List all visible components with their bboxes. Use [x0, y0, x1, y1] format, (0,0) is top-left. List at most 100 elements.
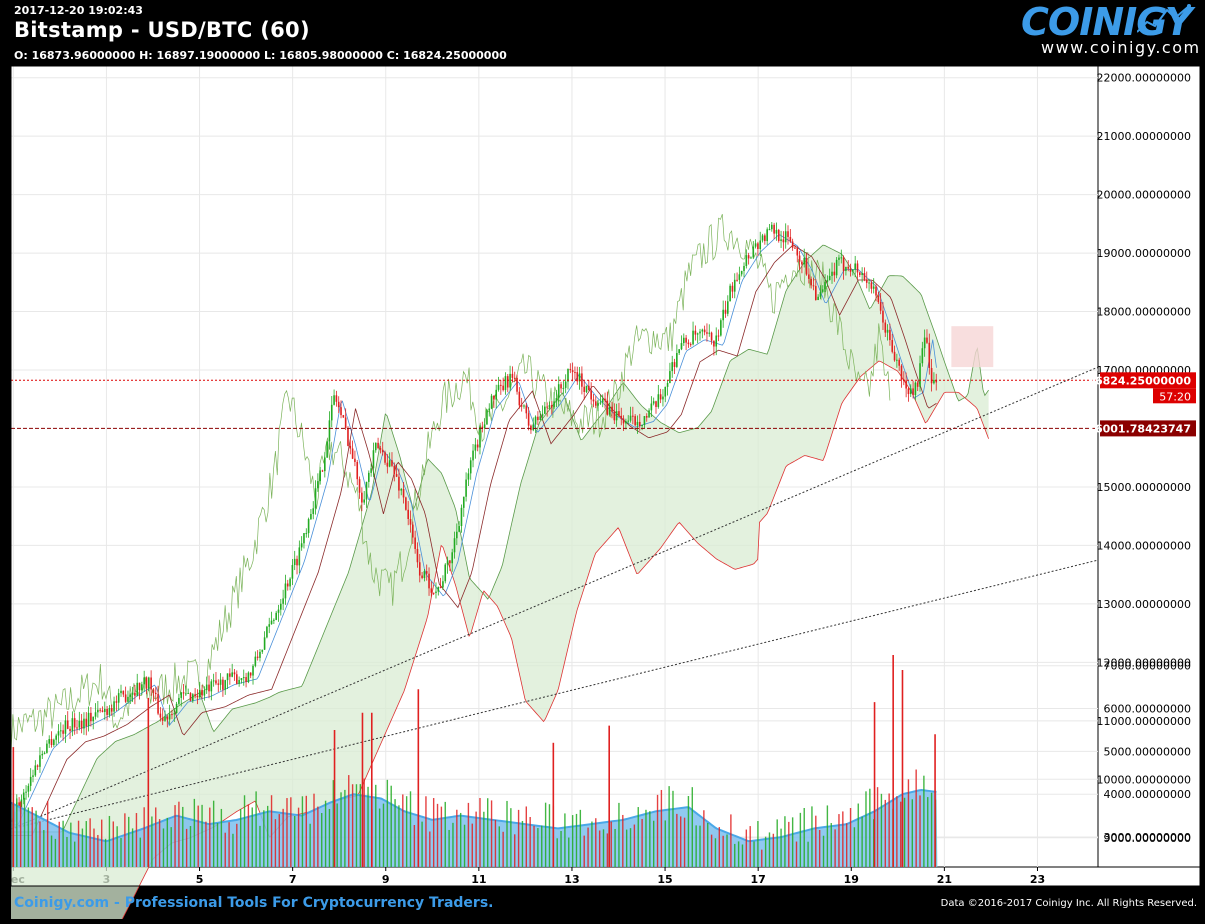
candle	[249, 672, 252, 679]
candle-body	[583, 386, 586, 392]
candle	[55, 733, 57, 746]
time-tick-label: 21	[937, 873, 952, 886]
candle-body	[613, 411, 616, 421]
candle	[129, 693, 132, 704]
candle-body	[896, 359, 898, 361]
candle	[245, 672, 247, 688]
candle	[560, 381, 562, 394]
candle	[812, 277, 815, 291]
candle	[101, 706, 104, 713]
candle-body	[500, 384, 502, 386]
candle	[175, 701, 178, 714]
candle	[273, 618, 275, 625]
candle	[759, 231, 762, 256]
candle-body	[594, 401, 597, 406]
candle-body	[865, 279, 868, 283]
candle-body	[173, 713, 176, 715]
candle	[284, 574, 287, 605]
candle-body	[537, 416, 539, 421]
candle-body	[636, 421, 639, 426]
candle-body	[412, 524, 414, 538]
candle-body	[161, 717, 164, 721]
candle	[516, 374, 518, 395]
candle-body	[863, 273, 866, 280]
candle-body	[310, 514, 312, 520]
candle-body	[446, 560, 449, 565]
candle-body	[891, 340, 894, 352]
candle-body	[708, 332, 711, 334]
candle	[113, 696, 115, 717]
candle-body	[342, 415, 345, 418]
candle	[134, 685, 136, 705]
candle-body	[101, 710, 104, 712]
candle-body	[386, 462, 389, 467]
candle	[310, 509, 312, 521]
candle	[59, 722, 62, 738]
volume-tick-label: 3000.00000000	[1104, 831, 1191, 844]
candle	[379, 445, 382, 454]
candle-body	[824, 281, 826, 290]
candle	[541, 405, 544, 421]
candle-body	[479, 426, 481, 448]
candle-body	[129, 694, 132, 697]
candle-body	[374, 442, 377, 451]
candle	[365, 481, 368, 508]
candle	[655, 400, 657, 414]
candle-body	[852, 269, 854, 272]
candle	[347, 426, 349, 447]
footer-tagline[interactable]: Coinigy.com - Professional Tools For Cry…	[14, 895, 494, 911]
candle-body	[143, 677, 145, 685]
candle	[363, 490, 365, 505]
candle	[159, 707, 162, 722]
candle	[326, 441, 328, 458]
candle-body	[898, 359, 900, 366]
candle-body	[20, 799, 23, 808]
candle-body	[875, 286, 877, 296]
candle	[85, 712, 88, 736]
candle-body	[80, 720, 83, 729]
candle	[513, 371, 516, 383]
candle-body	[270, 620, 273, 625]
candle-body	[94, 712, 97, 717]
candle	[687, 339, 690, 348]
coinigy-logo[interactable]: COINIGY www.coinigy.com	[1017, 0, 1199, 60]
candle	[321, 469, 324, 473]
candle-body	[618, 411, 620, 416]
volume-tick-label: 7000.00000000	[1104, 660, 1191, 673]
candle-body	[597, 403, 599, 406]
candle-body	[643, 416, 646, 425]
candle-body	[150, 677, 152, 690]
candle-body	[722, 309, 724, 321]
trend-line	[10, 366, 1099, 830]
candle-body	[870, 282, 873, 289]
candle	[423, 569, 426, 582]
candle-body	[432, 592, 435, 594]
candle	[238, 676, 240, 687]
candle	[335, 390, 338, 407]
candle	[337, 396, 340, 414]
candle	[395, 465, 398, 478]
candle	[398, 468, 400, 499]
candle-body	[912, 388, 914, 395]
candle	[768, 223, 771, 231]
candle-body	[694, 330, 697, 335]
candle	[810, 276, 812, 289]
price-tick-label: 19000.00000000	[1097, 247, 1191, 260]
candle-body	[106, 708, 108, 715]
candle	[444, 563, 447, 584]
candle-body	[159, 713, 162, 718]
candle	[685, 334, 687, 351]
candle-body	[430, 588, 433, 593]
candle-body	[838, 257, 840, 260]
candle-body	[527, 413, 530, 426]
candle-body	[365, 481, 368, 500]
candle-body	[909, 388, 912, 395]
candle-body	[845, 266, 847, 271]
candle-body	[451, 552, 454, 564]
candle-body	[752, 246, 755, 258]
candle	[166, 714, 169, 728]
candle	[777, 228, 780, 243]
candle-body	[333, 395, 335, 405]
candle-body	[293, 558, 296, 566]
